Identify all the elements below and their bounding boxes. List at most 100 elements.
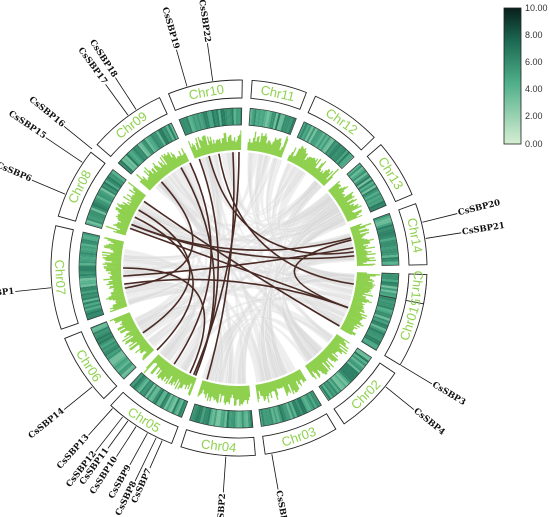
heatmap-cell — [159, 127, 170, 144]
heatmap-cell — [272, 406, 279, 424]
gene-density-heatmap-ring — [78, 107, 400, 429]
heatmap-cell — [373, 315, 390, 324]
heatmap-cell — [122, 156, 137, 170]
heatmap-cell — [79, 283, 98, 288]
heatmap-cell — [79, 256, 97, 260]
chromosome-box — [110, 391, 179, 445]
heatmap-cell — [80, 247, 98, 252]
heatmap-cell — [374, 217, 392, 225]
heatmap-cell — [84, 304, 102, 312]
heatmap-cell — [191, 404, 199, 422]
heatmap-cell — [355, 349, 371, 362]
heatmap-cell — [284, 116, 292, 133]
heatmap-cell — [201, 407, 208, 425]
heatmap-cell — [326, 380, 339, 395]
heatmap-cell — [338, 152, 352, 167]
heatmap-frame — [296, 121, 355, 170]
heatmap-cell — [165, 394, 175, 412]
synteny-ribbon — [179, 309, 332, 372]
heatmap-cell — [380, 286, 398, 292]
synteny-ribbon — [266, 157, 355, 290]
heatmap-cell — [139, 141, 152, 157]
histogram-bars — [286, 145, 340, 187]
gene-label: CsSBP2 — [216, 493, 229, 517]
heatmap-cell — [80, 289, 98, 295]
heatmap-frame — [248, 108, 297, 135]
colorbar-tick: 4.00 — [525, 84, 543, 94]
heatmap-cell — [82, 234, 100, 240]
heatmap-cell — [237, 107, 241, 126]
chromosome-label: Chr15 — [407, 270, 426, 307]
gene-label: CsSBP22 — [196, 0, 212, 43]
gene-label: CsSBP6 — [0, 161, 33, 185]
chromosome-box — [180, 429, 256, 457]
heatmap-cell — [114, 358, 130, 371]
heatmap-cell — [202, 111, 209, 129]
heatmap-cell — [282, 115, 290, 133]
heatmap-cell — [270, 407, 277, 425]
heatmap-cell — [346, 360, 361, 374]
heatmap-cell — [183, 117, 192, 134]
heatmap-cell — [125, 153, 140, 167]
chromosome-box — [333, 362, 396, 425]
heatmap-cell — [103, 343, 119, 355]
heatmap-cell — [276, 113, 284, 131]
chromosome-box — [57, 151, 106, 222]
heatmap-cell — [112, 355, 127, 368]
heatmap-cell — [197, 406, 204, 424]
heatmap-cell — [79, 265, 97, 268]
heatmap-cell — [214, 409, 220, 427]
heatmap-cell — [91, 322, 108, 332]
heatmap-cell — [323, 138, 335, 154]
heatmap-cell — [104, 345, 120, 357]
heatmap-cell — [175, 399, 185, 416]
heatmap-frame — [318, 347, 373, 402]
heatmap-cell — [85, 221, 103, 229]
heatmap-cell — [291, 400, 300, 418]
heatmap-cell — [368, 200, 385, 210]
heatmap-cell — [195, 405, 202, 423]
heatmap-cell — [250, 108, 255, 126]
chromosome-box — [250, 79, 307, 110]
heatmap-cell — [237, 410, 240, 429]
heatmap-cell — [378, 232, 396, 239]
heatmap-cell — [119, 159, 134, 173]
gene-label: CsSBP4 — [411, 406, 446, 437]
heatmap-cell — [277, 405, 285, 422]
heatmap-cell — [329, 144, 342, 159]
heatmap-cell — [130, 373, 144, 388]
heatmap-cell — [142, 382, 155, 398]
heatmap-frame — [84, 169, 127, 230]
heatmap-cell — [303, 394, 314, 411]
synteny-ribbon — [166, 296, 348, 362]
heatmap-cell — [177, 399, 186, 417]
heatmap-cell — [97, 190, 114, 201]
heatmap-cell — [381, 274, 399, 279]
histogram-bars — [135, 148, 190, 191]
heatmap-cell — [81, 295, 100, 301]
synteny-ribbon — [130, 192, 333, 242]
heatmap-cell — [280, 114, 288, 132]
heatmap-cell — [310, 390, 322, 407]
heatmap-cell — [163, 125, 174, 142]
heatmap-cell — [151, 132, 163, 149]
chromosome-label: Chr10 — [188, 81, 226, 102]
heatmap-cell — [239, 410, 242, 428]
heatmap-cell — [121, 157, 136, 172]
gene-leader-line — [45, 137, 83, 163]
heatmap-cell — [376, 305, 394, 313]
heatmap-cell — [371, 319, 389, 328]
heatmap-cell — [105, 177, 122, 189]
heatmap-cell — [368, 326, 385, 336]
chromosome-box — [96, 97, 168, 158]
histogram-bars — [247, 131, 289, 158]
heatmap-cell — [365, 332, 383, 342]
gene-pair-link — [206, 152, 235, 380]
heatmap-cell — [364, 190, 381, 201]
heatmap-cell — [91, 202, 109, 212]
chromosome-box — [366, 144, 413, 203]
heatmap-cell — [91, 204, 108, 214]
heatmap-cell — [119, 362, 134, 376]
heatmap-cell — [212, 409, 218, 427]
gene-label: CsSBP1 — [0, 287, 15, 301]
